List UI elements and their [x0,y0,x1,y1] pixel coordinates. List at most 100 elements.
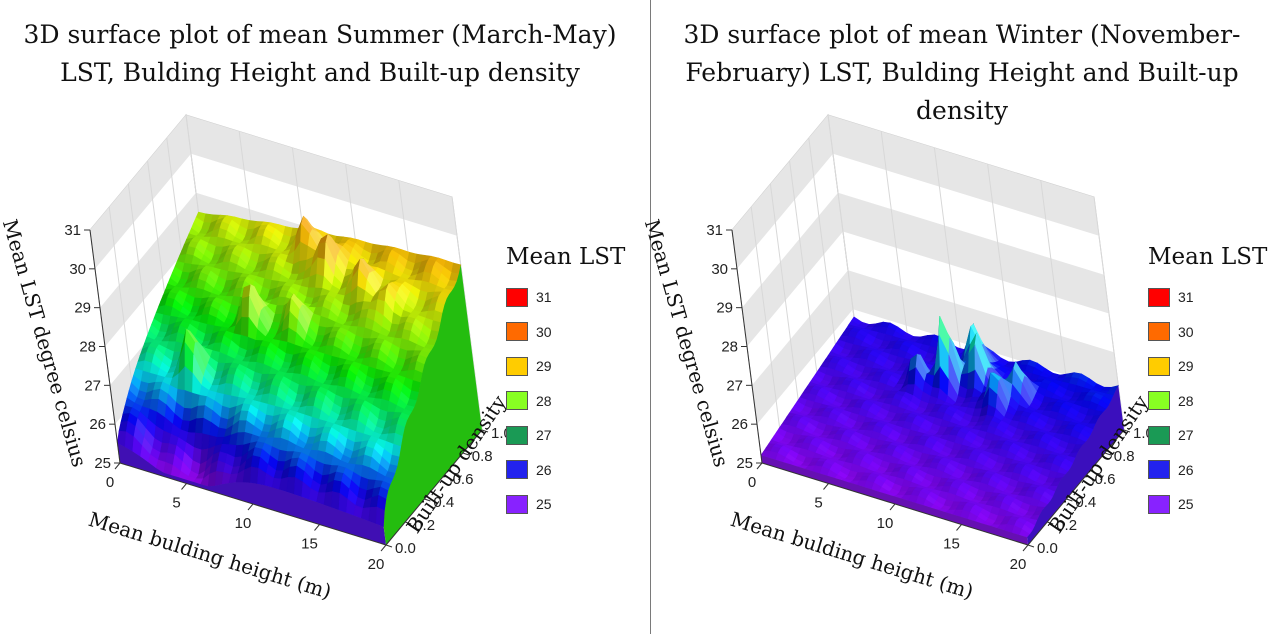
x-tick-label: 0 [748,474,756,491]
wall-band [752,270,853,425]
legend-item: 27 [506,418,636,453]
y-tick [1123,429,1131,433]
z-tick-label: 25 [736,455,753,472]
legend-label: 31 [536,289,552,306]
legend: Mean LST 31 30 29 28 27 26 25 [1148,244,1278,522]
legend-item: 26 [1148,453,1278,488]
legend-label: 30 [536,323,552,340]
legend-label: 27 [1178,427,1194,444]
x-tick [181,483,187,490]
legend-label: 28 [536,392,552,409]
z-tick-label: 27 [726,377,743,394]
y-tick-label: 0.2 [1056,517,1077,534]
grid-line [451,196,483,431]
wall-band [742,192,843,347]
y-tick [385,544,393,548]
x-axis-label: Mean bulding height (m) [728,507,977,604]
chart-panel-summer: 3D surface plot of mean Summer (March-Ma… [0,0,640,634]
surface-patch [317,242,327,260]
legend-swatch [506,460,528,480]
z-tick-label: 25 [94,455,111,472]
wall-band [186,115,457,236]
legend-swatch [1148,460,1170,480]
legend-label: 26 [1178,461,1194,478]
legend-title: Mean LST [506,244,626,270]
y-axis-line [1027,429,1125,546]
y-tick [1104,452,1111,456]
surface-patch [195,417,205,435]
legend-swatch [1148,494,1170,514]
wall-band [848,270,1119,392]
z-tick-label: 28 [721,339,738,356]
z-tick-label: 29 [716,300,733,317]
surface-patch [967,369,976,390]
grid-line [827,114,859,349]
x-tick [1022,544,1029,552]
y-tick-label: 0.8 [1114,448,1135,465]
y-tick-label: 0.0 [1037,540,1058,557]
x-tick-label: 0 [106,474,114,491]
legend-item: 30 [1148,315,1278,350]
wall-band [828,115,1099,236]
y-tick [443,475,450,479]
surface-skirt [117,443,387,545]
chart-title: 3D surface plot of mean Winter (November… [683,20,1241,125]
legend-label: 28 [1178,392,1194,409]
legend-swatch [506,322,528,342]
x-axis-label: Mean bulding height (m) [86,507,335,604]
legend-label: 31 [1178,289,1194,306]
x-tick [380,544,387,552]
grid-line [808,137,840,372]
y-tick [1066,498,1073,502]
legend-item: 25 [1148,487,1278,522]
y-tick-label: 0.8 [472,448,493,465]
legend-label: 27 [536,427,552,444]
x-tick [823,483,829,490]
grid-line [789,160,821,395]
surface [760,316,1124,545]
legend-swatch [506,391,528,411]
legend-swatch [1148,391,1170,411]
surface-patch [183,390,193,410]
legend-label: 29 [1178,358,1194,375]
legend-swatch [506,356,528,376]
z-tick-label: 30 [711,261,728,278]
surface-patch [286,477,296,495]
y-tick-label: 0.0 [395,540,416,557]
grid-line [769,183,801,418]
y-tick [462,452,469,456]
legend-swatch [506,494,528,514]
x-tick-label: 15 [301,536,318,553]
surface-patch [331,491,341,511]
surface-patch [323,491,333,508]
x-tick-label: 20 [368,556,385,573]
legend-item: 31 [506,280,636,315]
surface-patch [368,506,378,525]
surface-chart: 25262728293031051015200.00.20.40.60.81.0… [0,113,512,604]
legend-label: 26 [536,461,552,478]
grid-line [987,164,1019,398]
legend-item: 30 [506,315,636,350]
legend-item: 31 [1148,280,1278,315]
y-tick [481,429,489,433]
y-axis-line [385,429,483,546]
surface-chart: 25262728293031051015200.00.20.40.60.81.0… [642,113,1154,604]
wall-band [100,192,201,347]
y-tick-label: 0.2 [414,517,435,534]
z-tick-label: 31 [706,222,723,239]
legend-swatch [1148,356,1170,376]
legend-swatch [506,425,528,445]
legend: Mean LST 31 30 29 28 27 26 25 [506,244,636,522]
surface [117,211,482,545]
surface-skirt [761,455,1028,545]
legend-label: 25 [536,496,552,513]
y-tick [1027,544,1035,548]
legend-item: 27 [1148,418,1278,453]
x-tick [314,524,320,531]
wall-band [90,115,191,269]
x-tick-label: 5 [814,495,822,512]
z-tick-label: 26 [731,416,748,433]
surface-patch [316,257,326,278]
grid-line [750,206,782,441]
legend-label: 30 [1178,323,1194,340]
